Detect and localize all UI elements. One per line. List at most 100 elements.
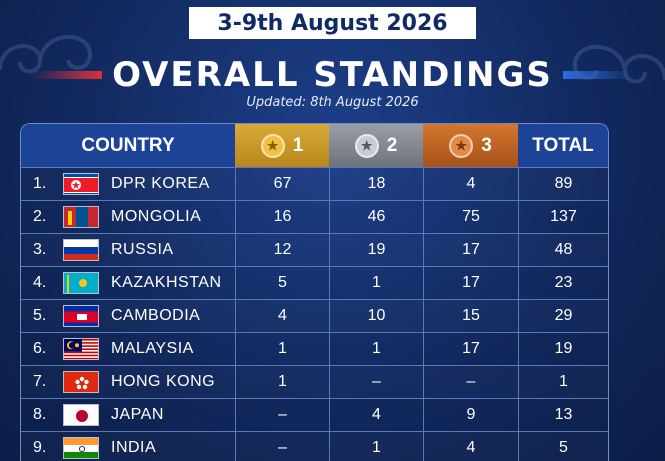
table-row: 3. RUSSIA 12 19 17 48 xyxy=(21,233,608,266)
gold-count: 4 xyxy=(235,300,329,332)
rank: 1. xyxy=(33,175,47,192)
japan-flag-icon xyxy=(63,404,99,426)
table-row: 9. INDIA –1 4 5 xyxy=(21,431,608,461)
updated-date: Updated: 8th August 2026 xyxy=(246,95,419,110)
silver-count: 1 xyxy=(329,432,423,461)
silver-medal-icon: ★ xyxy=(354,133,379,158)
table-row: 2. MONGOLIA 16 46 75 137 xyxy=(21,200,608,233)
table-row: 4. KAZAKHSTAN 5 1 17 23 xyxy=(21,266,608,299)
country-name: KAZAKHSTAN xyxy=(111,274,222,291)
blue-stripe xyxy=(562,71,633,79)
total-count: 137 xyxy=(518,201,608,233)
silver-column-header: ★ 2 xyxy=(329,124,423,167)
total-column-header: TOTAL xyxy=(518,124,608,167)
total-count: 23 xyxy=(518,267,608,299)
country-name: RUSSIA xyxy=(111,241,174,258)
bronze-count: 4 xyxy=(423,168,518,200)
rank: 2. xyxy=(33,208,47,225)
gold-count: – xyxy=(235,399,329,431)
total-count: 1 xyxy=(518,366,608,398)
country-name: INDIA xyxy=(111,439,157,456)
bronze-count: 17 xyxy=(423,333,518,365)
table-body: 1. DPR KOREA 67 18 4 89 2. MONGOLIA 16 46 75 137 3. R… xyxy=(21,167,608,461)
bronze-count: 9 xyxy=(423,399,518,431)
gold-medal-icon: ★ xyxy=(260,133,285,158)
gold-count: 5 xyxy=(235,267,329,299)
cloud-ornament-icon xyxy=(0,34,93,74)
gold-header-label: 1 xyxy=(292,134,304,156)
total-count: 48 xyxy=(518,234,608,266)
country-column-header: COUNTRY xyxy=(21,124,235,167)
hong-kong-flag-icon xyxy=(63,371,99,393)
table-row: 6. MALAYSIA 1 1 17 19 xyxy=(21,332,608,365)
rank: 7. xyxy=(33,373,47,390)
silver-header-label: 2 xyxy=(386,134,398,156)
gold-count: 12 xyxy=(235,234,329,266)
silver-count: 1 xyxy=(329,267,423,299)
silver-count: 1 xyxy=(329,333,423,365)
country-cell: 2. MONGOLIA xyxy=(21,201,235,233)
title-row: OVERALL STANDINGS xyxy=(0,50,665,100)
country-cell: 7. HONG KONG xyxy=(21,366,235,398)
bronze-count: 17 xyxy=(423,267,518,299)
country-cell: 6. MALAYSIA xyxy=(21,333,235,365)
north-korea-flag-icon xyxy=(63,173,99,195)
silver-count: – xyxy=(329,366,423,398)
bronze-count: 75 xyxy=(423,201,518,233)
country-cell: 5. CAMBODIA xyxy=(21,300,235,332)
rank: 4. xyxy=(33,274,47,291)
standings-table: COUNTRY ★ 1 ★ 2 ★ 3 TOTAL 1. DPR KOREA 67 1… xyxy=(20,123,609,461)
red-stripe xyxy=(32,71,103,79)
table-row: 8. JAPAN –4 9 13 xyxy=(21,398,608,431)
country-name: JAPAN xyxy=(111,406,164,423)
silver-count: 46 xyxy=(329,201,423,233)
silver-count: 4 xyxy=(329,399,423,431)
mongolia-flag-icon xyxy=(63,206,99,228)
india-flag-icon xyxy=(63,437,99,459)
rank: 5. xyxy=(33,307,47,324)
total-count: 13 xyxy=(518,399,608,431)
total-count: 19 xyxy=(518,333,608,365)
country-cell: 1. DPR KOREA xyxy=(21,168,235,200)
country-name: MALAYSIA xyxy=(111,340,194,357)
rank: 9. xyxy=(33,439,47,456)
table-header: COUNTRY ★ 1 ★ 2 ★ 3 TOTAL xyxy=(21,124,608,167)
silver-count: 19 xyxy=(329,234,423,266)
total-count: 5 xyxy=(518,432,608,461)
bronze-count: 15 xyxy=(423,300,518,332)
gold-count: 1 xyxy=(235,333,329,365)
country-name: CAMBODIA xyxy=(111,307,201,324)
gold-count: – xyxy=(235,432,329,461)
table-row: 5. CAMBODIA 4 10 15 29 xyxy=(21,299,608,332)
rank: 3. xyxy=(33,241,47,258)
cambodia-flag-icon xyxy=(63,305,99,327)
country-cell: 3. RUSSIA xyxy=(21,234,235,266)
page-title: OVERALL STANDINGS xyxy=(112,55,553,95)
table-row: 1. DPR KOREA 67 18 4 89 xyxy=(21,167,608,200)
total-count: 29 xyxy=(518,300,608,332)
country-cell: 9. INDIA xyxy=(21,432,235,461)
total-count: 89 xyxy=(518,168,608,200)
bronze-column-header: ★ 3 xyxy=(423,124,518,167)
bronze-count: 4 xyxy=(423,432,518,461)
rank: 8. xyxy=(33,406,47,423)
bronze-count: 17 xyxy=(423,234,518,266)
table-row: 7. HONG KONG 1– –1 xyxy=(21,365,608,398)
gold-count: 1 xyxy=(235,366,329,398)
russia-flag-icon xyxy=(63,239,99,261)
date-range-banner: 3-9th August 2026 xyxy=(189,7,476,39)
gold-count: 67 xyxy=(235,168,329,200)
silver-count: 18 xyxy=(329,168,423,200)
silver-count: 10 xyxy=(329,300,423,332)
bronze-medal-icon: ★ xyxy=(449,133,474,158)
rank: 6. xyxy=(33,340,47,357)
kazakhstan-flag-icon xyxy=(63,272,99,294)
country-name: MONGOLIA xyxy=(111,208,202,225)
bronze-header-label: 3 xyxy=(481,134,492,156)
malaysia-flag-icon xyxy=(63,338,99,360)
gold-count: 16 xyxy=(235,201,329,233)
country-name: DPR KOREA xyxy=(111,175,210,192)
country-name: HONG KONG xyxy=(111,373,216,390)
country-cell: 4. KAZAKHSTAN xyxy=(21,267,235,299)
gold-column-header: ★ 1 xyxy=(235,124,329,167)
